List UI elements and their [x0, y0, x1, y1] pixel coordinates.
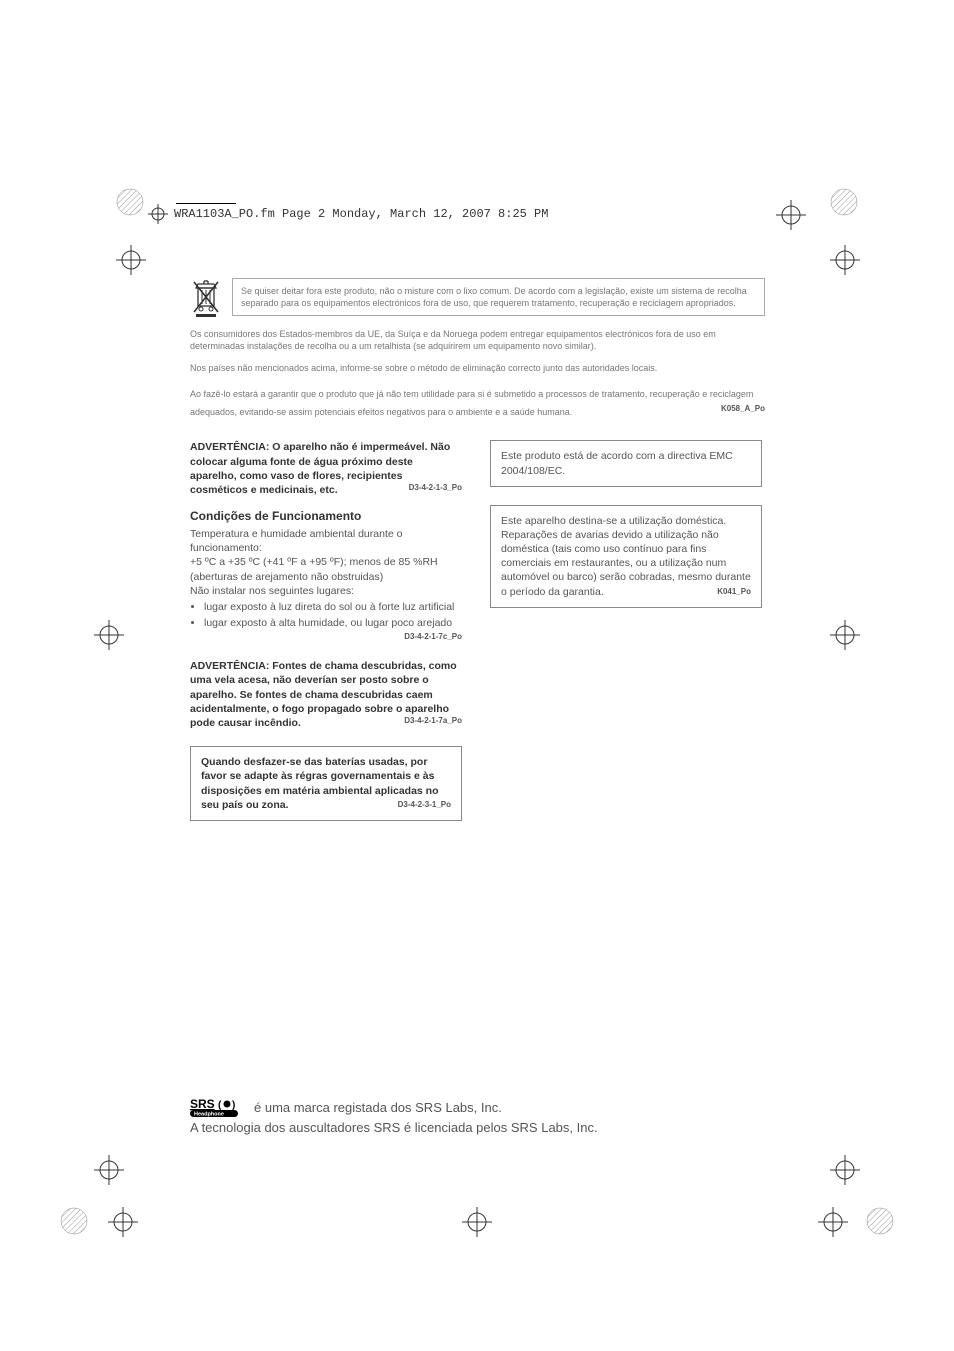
- battery-code: D3-4-2-3-1_Po: [398, 800, 451, 811]
- adv1: ADVERTÊNCIA: O aparelho não é impermeáve…: [190, 440, 462, 497]
- cond-p3: Não instalar nos seguintes lugares:: [190, 584, 462, 598]
- weee-boxed-text: Se quiser deitar fora este produto, não …: [232, 278, 765, 316]
- header-reg-icon: [148, 204, 168, 224]
- domestic-code: K041_Po: [717, 587, 751, 598]
- srs-line1: é uma marca registada dos SRS Labs, Inc.: [254, 1100, 502, 1115]
- weee-bin-icon: [190, 278, 222, 318]
- adv2: ADVERTÊNCIA: Fontes de chama descubridas…: [190, 659, 462, 730]
- reg-cross-right2: [830, 620, 860, 650]
- reg-mark-tr: [830, 188, 858, 216]
- srs-logo: SRS ( ) Headphone: [190, 1096, 246, 1118]
- reg-mark-bl: [60, 1207, 88, 1235]
- reg-cross-left3: [94, 1155, 124, 1185]
- svg-text:): ): [232, 1100, 235, 1111]
- cond-p1: Temperatura e humidade ambiental durante…: [190, 527, 462, 555]
- domestic-box: Este aparelho destina-se a utilização do…: [490, 505, 762, 608]
- adv2-code: D3-4-2-1-7a_Po: [404, 716, 462, 727]
- header-filename: WRA1103A_PO.fm Page 2 Monday, March 12, …: [174, 207, 548, 221]
- svg-text:(: (: [218, 1100, 222, 1111]
- reg-mark-br: [866, 1207, 894, 1235]
- cond-b2: lugar exposto à alta humidade, ou lugar …: [204, 616, 462, 630]
- cond-p2: +5 ºC a +35 ºC (+41 ºF a +95 ºF); menos …: [190, 555, 462, 583]
- cond-b1: lugar exposto à luz direta do sol ou à f…: [204, 600, 462, 614]
- reg-cross-left2: [94, 620, 124, 650]
- emc-box: Este produto está de acordo com a direct…: [490, 440, 762, 486]
- cond-code: D3-4-2-1-7c_Po: [404, 632, 462, 641]
- adv2-label: ADVERTÊNCIA:: [190, 660, 269, 672]
- reg-cross-right1: [830, 245, 860, 275]
- weee-code: K058_A_Po: [721, 404, 765, 413]
- weee-p2: Nos países não mencionados acima, inform…: [190, 362, 765, 374]
- cond-heading: Condições de Funcionamento: [190, 509, 462, 523]
- reg-cross-center: [462, 1207, 492, 1237]
- header-bar: WRA1103A_PO.fm Page 2 Monday, March 12, …: [148, 203, 548, 225]
- weee-p3: Ao fazê-lo estará a garantir que o produ…: [190, 389, 753, 417]
- adv1-label: ADVERTÊNCIA:: [190, 441, 269, 453]
- reg-cross-bl2: [108, 1207, 138, 1237]
- srs-line2: A tecnologia dos auscultadores SRS é lic…: [190, 1120, 765, 1135]
- reg-mark-tl: [116, 188, 144, 216]
- reg-cross-top: [776, 200, 806, 230]
- domestic-text: Este aparelho destina-se a utilização do…: [501, 515, 751, 598]
- reg-cross-br2: [818, 1207, 848, 1237]
- svg-text:Headphone: Headphone: [194, 1112, 224, 1118]
- adv1-code: D3-4-2-1-3_Po: [409, 483, 462, 494]
- weee-p1: Os consumidores dos Estados-membros da U…: [190, 328, 765, 352]
- reg-cross-right3: [830, 1155, 860, 1185]
- reg-cross-left1: [116, 245, 146, 275]
- svg-text:SRS: SRS: [190, 1097, 215, 1111]
- battery-box: Quando desfazer-se das baterías usadas, …: [190, 746, 462, 821]
